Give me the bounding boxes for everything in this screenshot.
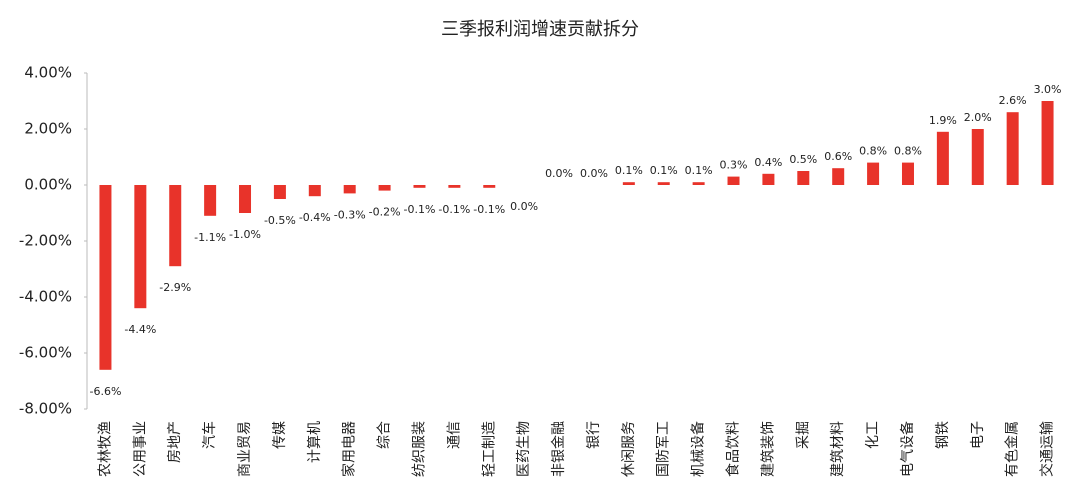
y-tick-label: -4.00% — [19, 288, 72, 306]
value-label: 3.0% — [1034, 83, 1062, 96]
x-tick-label: 公用事业 — [132, 421, 148, 477]
value-label: -6.6% — [89, 385, 121, 398]
value-label: 0.5% — [789, 153, 817, 166]
bar — [692, 182, 705, 185]
x-tick-label: 建筑材料 — [830, 421, 846, 477]
value-label: 0.4% — [754, 156, 782, 169]
bar — [448, 185, 461, 188]
value-label: -1.1% — [194, 231, 226, 244]
x-tick-label: 计算机 — [307, 421, 323, 463]
bar — [797, 171, 810, 185]
x-tick-label: 化工 — [865, 421, 881, 449]
y-tick-label: -2.00% — [19, 232, 72, 250]
bar — [99, 185, 112, 370]
bar — [413, 185, 426, 188]
x-tick-label: 传媒 — [272, 421, 288, 449]
bar — [134, 185, 147, 309]
chart-title: 三季报利润增速贡献拆分 — [441, 19, 639, 40]
value-label: 0.0% — [545, 167, 573, 180]
bar — [378, 185, 391, 191]
y-tick-label: 0.00% — [24, 176, 72, 194]
value-label: -0.1% — [438, 203, 470, 216]
bar — [204, 185, 217, 216]
x-tick-label: 商业贸易 — [237, 421, 253, 477]
x-tick-label: 食品饮料 — [725, 421, 742, 477]
value-label: -0.1% — [404, 203, 436, 216]
value-label: 0.6% — [824, 150, 852, 163]
y-tick-label: -8.00% — [19, 400, 72, 418]
x-tick-label: 交通运输 — [1039, 421, 1056, 477]
bar — [239, 185, 252, 213]
x-tick-label: 综合 — [377, 421, 393, 449]
value-label: -1.0% — [229, 228, 261, 241]
x-tick-label: 轻工制造 — [481, 421, 497, 477]
value-label: 0.1% — [685, 164, 713, 177]
y-tick-label: -6.00% — [19, 344, 72, 362]
x-tick-label: 有色金属 — [1004, 421, 1021, 477]
bar — [1006, 112, 1019, 185]
value-label: 0.8% — [859, 145, 887, 158]
value-label: 0.1% — [650, 164, 678, 177]
value-label: 0.3% — [720, 159, 748, 172]
x-tick-label: 汽车 — [201, 421, 218, 449]
x-tick-label: 通信 — [446, 421, 462, 449]
bar — [622, 182, 635, 185]
y-tick-label: 2.00% — [24, 120, 72, 138]
value-label: -0.2% — [369, 206, 401, 219]
bar — [1041, 101, 1054, 185]
value-label: -0.5% — [264, 214, 296, 227]
x-tick-label: 钢铁 — [935, 421, 951, 449]
x-tick-label: 采掘 — [795, 421, 811, 449]
bar — [762, 173, 775, 185]
x-tick-label: 纺织服装 — [411, 421, 427, 477]
x-tick-label: 非银金融 — [551, 421, 567, 477]
bar — [273, 185, 286, 199]
value-label: -0.1% — [473, 203, 505, 216]
bar — [832, 168, 845, 185]
value-label: 1.9% — [929, 114, 957, 127]
bar — [483, 185, 496, 188]
bar — [343, 185, 356, 194]
bar — [657, 182, 670, 185]
y-tick-label: 4.00% — [24, 64, 72, 82]
bar — [727, 176, 740, 185]
x-tick-label: 国防军工 — [656, 421, 672, 477]
x-tick-label: 电气设备 — [899, 421, 916, 477]
value-label: 0.0% — [510, 200, 538, 213]
bar — [901, 162, 914, 185]
x-tick-label: 休闲服务 — [621, 421, 637, 477]
value-label: -2.9% — [159, 281, 191, 294]
x-tick-label: 机械设备 — [690, 421, 707, 477]
x-tick-label: 银行 — [586, 421, 602, 449]
value-label: -0.4% — [299, 211, 331, 224]
value-label: -0.3% — [334, 208, 366, 221]
x-tick-label: 家用电器 — [341, 421, 358, 477]
x-tick-label: 电子 — [970, 421, 986, 449]
value-label: 2.0% — [964, 111, 992, 124]
x-tick-label: 建筑装饰 — [760, 421, 776, 477]
x-tick-label: 房地产 — [167, 421, 183, 463]
bar — [867, 162, 880, 185]
x-tick-label: 医药生物 — [516, 421, 532, 477]
bar — [971, 129, 984, 185]
value-label: 0.1% — [615, 164, 643, 177]
bar — [169, 185, 182, 267]
bar — [308, 185, 321, 197]
value-label: -4.4% — [124, 323, 156, 336]
value-label: 0.8% — [894, 145, 922, 158]
x-tick-label: 农林牧渔 — [97, 421, 113, 477]
value-label: 2.6% — [999, 94, 1027, 107]
bar — [936, 131, 949, 185]
value-label: 0.0% — [580, 167, 608, 180]
